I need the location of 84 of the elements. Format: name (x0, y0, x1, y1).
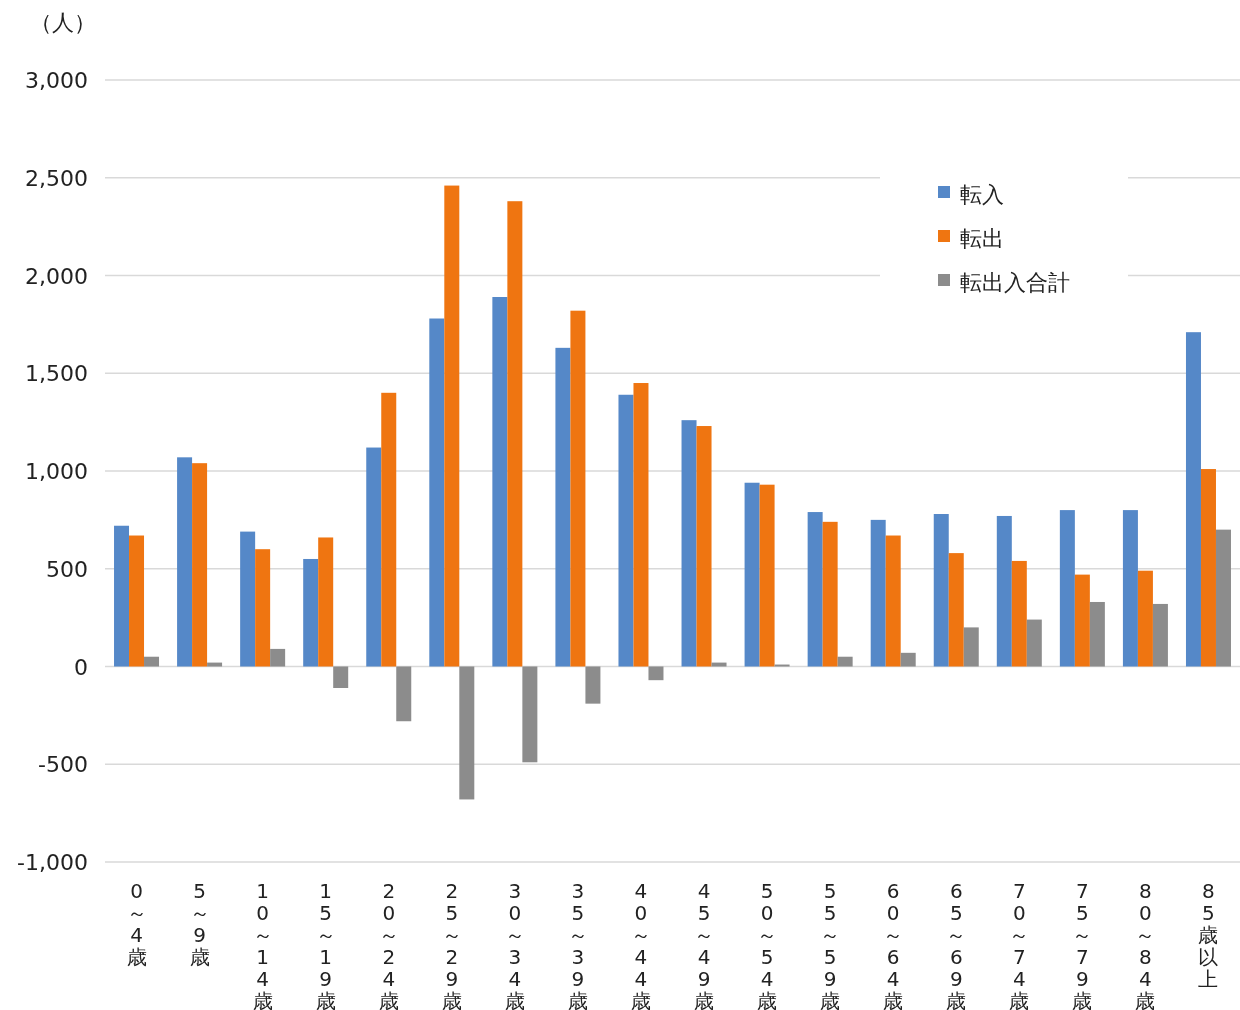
bar (255, 549, 271, 667)
y-tick-label: 1,000 (25, 459, 88, 484)
bar (759, 484, 775, 667)
bar (963, 627, 979, 667)
bar (177, 457, 193, 667)
x-tick-label: 35～39歳 (567, 879, 588, 1010)
bar (144, 656, 160, 667)
bar (696, 426, 712, 667)
bar (681, 420, 697, 667)
bar (492, 297, 508, 667)
x-tick-label: 55～59歳 (820, 879, 841, 1010)
bar (633, 383, 649, 667)
bar (1026, 619, 1042, 667)
bar (192, 463, 208, 667)
x-tick-label: 25～29歳 (441, 879, 462, 1010)
y-tick-label: 500 (46, 556, 88, 582)
legend-label: 転入 (960, 182, 1004, 207)
y-tick-label: 2,500 (25, 165, 88, 191)
bar (381, 392, 397, 667)
bar (807, 512, 823, 667)
x-tick-label: 0～4歳 (126, 879, 147, 969)
bar (555, 347, 571, 667)
x-tick-label: 70～74歳 (1009, 879, 1030, 1010)
x-tick-label: 80～84歳 (1135, 879, 1156, 1010)
bar (900, 652, 916, 667)
bar (444, 185, 460, 667)
bar (366, 447, 382, 667)
bar (948, 553, 964, 667)
y-tick-label: 0 (74, 654, 88, 680)
bar (885, 535, 901, 667)
x-tick-label: 65～69歳 (946, 879, 967, 1010)
bar (711, 662, 727, 667)
bar (429, 318, 445, 667)
bar (1137, 570, 1153, 667)
y-tick-label: 1,500 (25, 361, 88, 387)
bar (1185, 332, 1201, 667)
bar (240, 531, 256, 667)
x-tick-label: 85歳以上 (1198, 879, 1219, 991)
x-tick-label: 20～24歳 (378, 879, 399, 1010)
bar (648, 666, 664, 681)
bar (933, 514, 949, 667)
legend-label: 転出入合計 (960, 270, 1070, 295)
bar (1200, 469, 1216, 667)
x-tick-label: 60～64歳 (883, 879, 904, 1010)
bar (522, 666, 538, 763)
bar (1059, 510, 1075, 667)
x-tick-label: 75～79歳 (1072, 879, 1093, 1010)
bar (1011, 560, 1027, 667)
bar (129, 535, 145, 667)
bar (1152, 603, 1168, 667)
bar (744, 482, 760, 667)
bar (333, 666, 349, 689)
x-tick-label: 10～14歳 (252, 879, 273, 1010)
y-tick-label: 3,000 (25, 68, 88, 93)
bar (270, 648, 286, 667)
y-tick-label: -1,000 (17, 850, 88, 875)
bar (1089, 601, 1105, 667)
x-tick-label: 30～34歳 (504, 879, 525, 1010)
bar (585, 666, 601, 704)
bar (837, 656, 853, 667)
bar (1122, 510, 1138, 667)
bar (618, 394, 634, 667)
bar (570, 310, 586, 667)
bar (996, 515, 1012, 667)
y-tick-label: -500 (38, 752, 88, 778)
x-tick-label: 50～54歳 (757, 879, 778, 1010)
bar (303, 558, 319, 667)
bar (459, 666, 475, 800)
x-tick-label: 40～44歳 (630, 879, 651, 1010)
bar (396, 666, 412, 722)
bar (207, 662, 223, 667)
bar (1215, 529, 1231, 667)
x-tick-label: 15～19歳 (315, 879, 336, 1010)
x-tick-label: 5～9歳 (189, 879, 210, 969)
bar (1074, 574, 1090, 667)
y-axis-title: （人） (30, 10, 96, 35)
y-tick-label: 2,000 (25, 263, 88, 289)
bar (507, 201, 523, 667)
bar (822, 521, 838, 667)
bar (870, 519, 886, 667)
x-tick-label: 45～49歳 (694, 879, 715, 1010)
bar (114, 525, 130, 667)
legend-label: 転出 (960, 226, 1004, 251)
bar (318, 537, 334, 667)
